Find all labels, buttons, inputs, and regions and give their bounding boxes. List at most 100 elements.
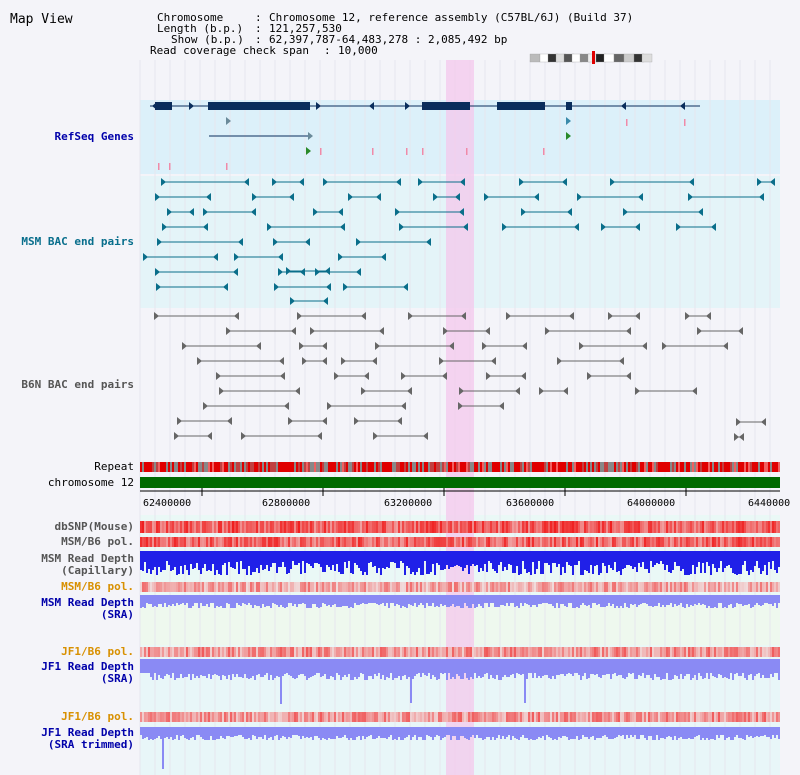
repeat-block <box>544 462 546 472</box>
track-label-jf1-depth-trim-sub: (SRA trimmed) <box>47 738 134 751</box>
jf1-depth-trim-bar <box>650 727 652 736</box>
jf1-depth-sra-bar <box>224 659 226 676</box>
bac-end-icon <box>272 178 277 186</box>
msm-depth-sra-bar <box>766 595 768 603</box>
msm-depth-sra-bar <box>144 595 146 608</box>
jf1-depth-trim-bar <box>582 727 584 735</box>
jf1-depth-sra-bar <box>464 659 466 673</box>
dbsnp-strip <box>510 521 512 533</box>
msm-pol-strip <box>224 537 226 547</box>
msm-depth-sra-bar <box>392 595 394 603</box>
msm-depth-sra-bar <box>304 595 306 604</box>
jf1-depth-trim-bar <box>722 727 724 735</box>
msm-depth-sra-bar <box>686 595 688 604</box>
msm-depth-sra-bar <box>476 595 478 607</box>
repeat-block <box>718 462 720 472</box>
jf1-pol2-strip <box>624 712 626 722</box>
bac-end-icon <box>463 223 468 231</box>
jf1-depth-trim-bar <box>178 727 180 740</box>
repeat-block <box>186 462 188 472</box>
repeat-block <box>234 462 236 472</box>
dbsnp-strip <box>724 521 726 533</box>
jf1-depth-trim-bar <box>348 727 350 740</box>
msm-depth-sra-bar <box>546 595 548 603</box>
jf1-pol2-strip <box>612 712 614 722</box>
jf1-depth-trim-bar <box>604 727 606 735</box>
msm-pol2-strip <box>178 582 180 592</box>
repeat-block <box>322 462 324 472</box>
msm-pol2-strip <box>198 582 200 592</box>
jf1-depth-trim-bar <box>462 727 464 736</box>
track-label-refseq[interactable]: RefSeq Genes <box>54 130 134 143</box>
msm-pol2-strip <box>450 582 452 592</box>
msm-pol2-strip <box>708 582 710 592</box>
jf1-pol2-strip <box>636 712 638 722</box>
msm-depth-sra-bar <box>250 595 252 605</box>
jf1-pol2-strip <box>608 712 610 722</box>
repeat-block <box>444 462 446 472</box>
msm-depth-cap-bar <box>394 551 396 563</box>
jf1-depth-trim-bar <box>152 727 154 740</box>
msm-pol-strip <box>760 537 762 547</box>
repeat-block <box>648 462 650 472</box>
msm-depth-sra-bar <box>262 595 264 604</box>
jf1-depth-sra-bar <box>244 659 246 674</box>
jf1-pol2-strip <box>720 712 722 722</box>
jf1-depth-sra-bar <box>374 659 376 674</box>
track-label-chromosome: chromosome 12 <box>47 476 134 489</box>
jf1-pol2-strip <box>520 712 522 722</box>
jf1-pol-strip <box>248 647 250 657</box>
msm-depth-cap-bar <box>770 551 772 569</box>
jf1-pol-strip <box>256 647 258 657</box>
jf1-depth-trim-bar <box>304 727 306 738</box>
jf1-pol2-strip <box>752 712 754 722</box>
msm-pol2-strip <box>202 582 204 592</box>
jf1-pol2-strip <box>144 712 146 722</box>
bac-end-icon <box>399 223 404 231</box>
dbsnp-strip <box>650 521 652 533</box>
jf1-pol-strip <box>698 647 700 657</box>
jf1-depth-sra-bar <box>460 659 462 679</box>
msm-pol-strip <box>276 537 278 547</box>
jf1-depth-sra-bar <box>768 659 770 678</box>
track-label-b6n-bac[interactable]: B6N BAC end pairs <box>21 378 134 391</box>
msm-pol-strip <box>384 537 386 547</box>
jf1-pol-strip <box>546 647 548 657</box>
jf1-pol2-strip <box>732 712 734 722</box>
msm-pol-strip <box>156 537 158 547</box>
repeat-block <box>354 462 356 472</box>
msm-depth-cap-bar <box>566 551 568 562</box>
dbsnp-strip <box>350 521 352 533</box>
repeat-block <box>620 462 622 472</box>
jf1-depth-sra-bar <box>206 659 208 678</box>
msm-pol-strip <box>746 537 748 547</box>
jf1-depth-trim-bar <box>278 727 280 740</box>
repeat-block <box>264 462 266 472</box>
msm-pol-strip <box>762 537 764 547</box>
jf1-pol-strip <box>740 647 742 657</box>
jf1-depth-trim-bar <box>264 727 266 735</box>
msm-pol-strip <box>612 537 614 547</box>
msm-depth-sra-bar <box>658 595 660 603</box>
msm-pol2-strip <box>300 582 302 592</box>
msm-depth-sra-bar <box>742 595 744 606</box>
msm-pol2-strip <box>414 582 416 592</box>
msm-depth-sra-bar <box>500 595 502 605</box>
jf1-depth-trim-bar <box>260 727 262 737</box>
jf1-depth-sra-bar <box>268 659 270 680</box>
jf1-depth-trim-bar <box>596 727 598 738</box>
dbsnp-strip <box>296 521 298 533</box>
msm-depth-cap-bar <box>746 551 748 571</box>
jf1-pol-strip <box>766 647 768 657</box>
jf1-pol2-strip <box>362 712 364 722</box>
track-label-msm-bac[interactable]: MSM BAC end pairs <box>21 235 134 248</box>
jf1-pol2-strip <box>330 712 332 722</box>
msm-pol-strip <box>776 537 778 547</box>
msm-pol2-strip <box>638 582 640 592</box>
msm-depth-cap-bar <box>286 551 288 574</box>
jf1-depth-sra-bar <box>574 659 576 673</box>
jf1-depth-trim-bar <box>592 727 594 736</box>
msm-depth-sra-bar <box>530 595 532 607</box>
jf1-depth-trim-bar <box>142 727 144 739</box>
jf1-pol2-strip <box>494 712 496 722</box>
